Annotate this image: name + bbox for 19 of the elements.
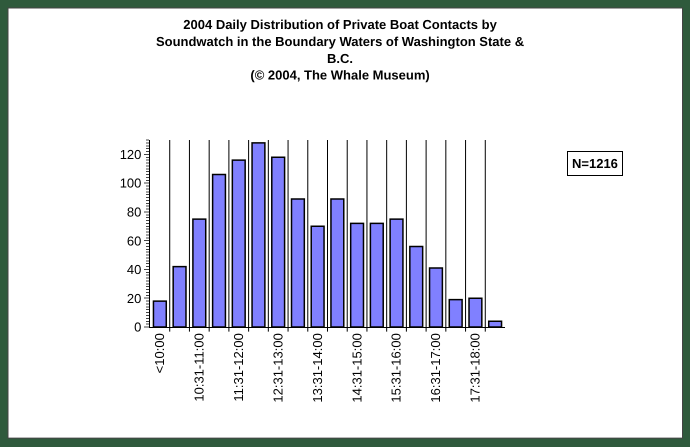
y-tick-label: 40 (126, 262, 142, 278)
x-tick-label: <10:00 (152, 333, 168, 374)
y-tick-label: 100 (120, 176, 142, 191)
y-tick-label: 80 (126, 204, 142, 220)
text: N=1216 (572, 156, 618, 171)
x-tick-label: 13:31-14:00 (310, 333, 325, 403)
x-tick-label: 12:31-13:00 (270, 333, 286, 403)
x-tick-label: 15:31-16:00 (388, 333, 404, 403)
chart-title: 2004 Daily Distribution of Private Boat Contacts by Soundwatch in the Boundary Waters of Washington State & B.C. (156, 17, 524, 66)
x-tick-label: 16:31-17:00 (428, 333, 444, 403)
x-tick-label: 14:31-15:00 (349, 333, 364, 403)
chart-subtitle: (© 2004, The Whale Museum) (250, 68, 430, 83)
y-tick-label: 20 (126, 290, 142, 306)
x-tick-label: 11:31-12:00 (230, 333, 246, 402)
y-tick-label: 60 (126, 233, 142, 248)
x-tick-label: 10:31-11:00 (192, 333, 207, 402)
y-tick-label: 0 (134, 320, 142, 335)
y-tick-label: 120 (120, 146, 142, 162)
x-tick-label: 17:31-18:00 (468, 333, 483, 403)
